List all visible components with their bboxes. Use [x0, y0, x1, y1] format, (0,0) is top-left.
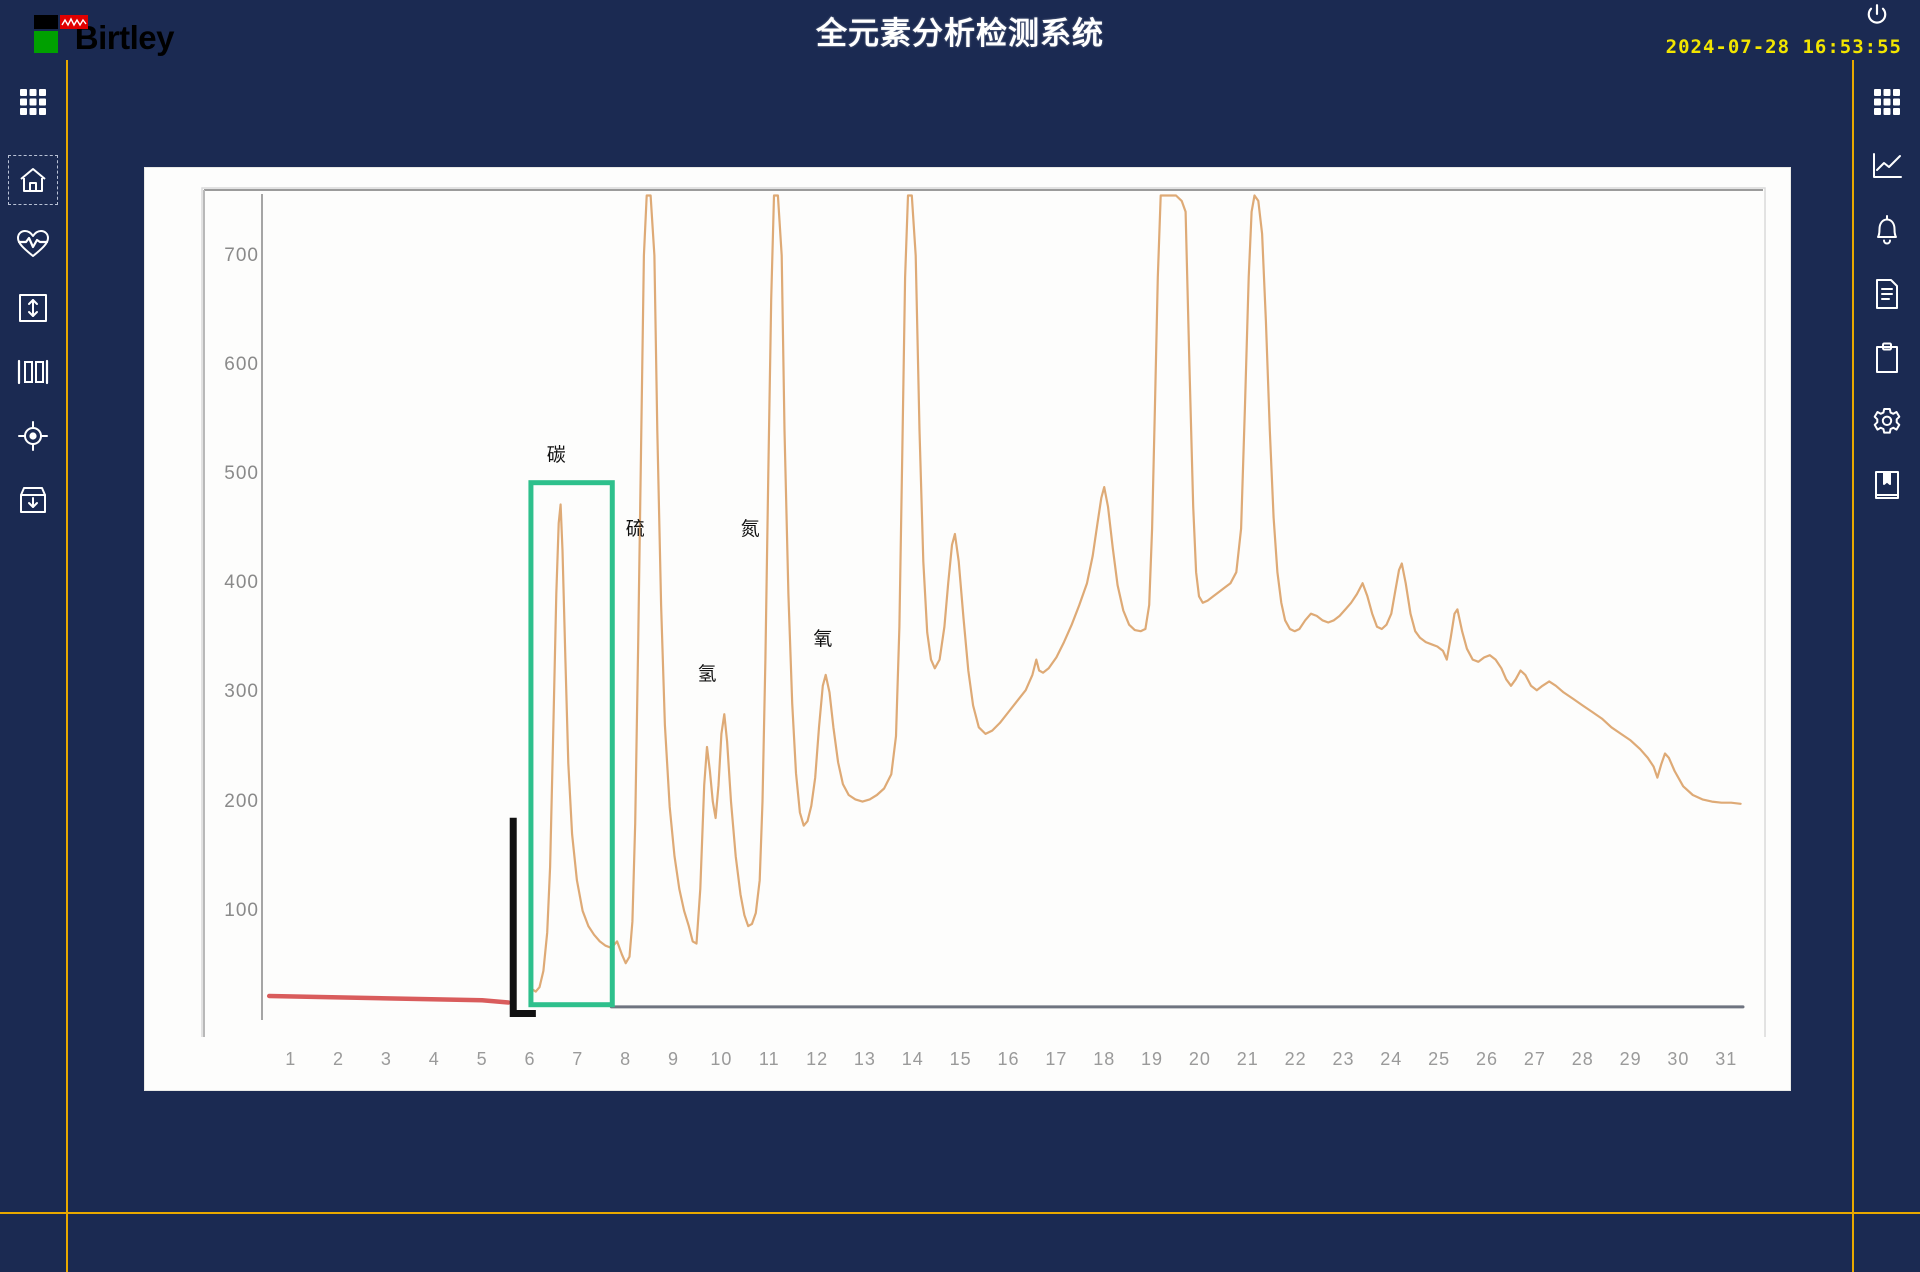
- x-tick-label: 15: [949, 1049, 972, 1069]
- sidebar-item-calibrate[interactable]: [7, 282, 59, 334]
- clipboard-icon: [1874, 342, 1900, 374]
- y-tick-label: 300: [224, 681, 259, 703]
- x-tick-label: 5: [476, 1049, 488, 1069]
- x-tick-label: 19: [1141, 1049, 1164, 1069]
- inbox-download-icon: [18, 485, 48, 515]
- sidebar-item-settings[interactable]: [1861, 396, 1913, 448]
- logo-red-waveform: [60, 15, 88, 29]
- x-axis-labels: 1 2 3 4 5 6 7 8 9 10 11 12 13 14 15 16 17 18 19 20 21 22 23 24 2…: [167, 1037, 1767, 1077]
- x-tick-label: 12: [806, 1049, 829, 1069]
- x-tick-label: 8: [620, 1049, 632, 1069]
- sidebar-item-alarms[interactable]: [1861, 204, 1913, 256]
- sidebar-item-spectrum[interactable]: [7, 346, 59, 398]
- logo-mark-icon: [24, 10, 88, 54]
- x-tick-label: 3: [380, 1049, 392, 1069]
- bell-icon: [1872, 214, 1902, 246]
- spectrum-plot: [201, 187, 1766, 1037]
- bar-columns-icon: [17, 358, 49, 386]
- sidebar-item-tasks[interactable]: [1861, 332, 1913, 384]
- sidebar-item-trend[interactable]: [1861, 140, 1913, 192]
- peak-label-nitrogen: 氮: [740, 518, 760, 541]
- x-tick-label: 10: [710, 1049, 733, 1069]
- x-tick-label: 24: [1380, 1049, 1403, 1069]
- app-header: Birtley 全元素分析检测系统 2024-07-28 16:53:55: [0, 0, 1920, 60]
- y-tick-label: 500: [224, 462, 259, 484]
- gear-icon: [1871, 406, 1903, 438]
- sidebar-item-monitor[interactable]: [7, 218, 59, 270]
- x-tick-label: 4: [428, 1049, 440, 1069]
- logo-green-block: [34, 31, 58, 53]
- x-tick-label: 6: [524, 1049, 536, 1069]
- y-tick-label: 100: [224, 899, 259, 921]
- pulse-heart-icon: [16, 229, 50, 259]
- y-axis-labels: 100 200 300 400 500 600 700: [167, 182, 259, 1077]
- series-spectrum: [531, 194, 1742, 993]
- book-bookmark-icon: [1873, 470, 1901, 502]
- document-icon: [1874, 278, 1900, 310]
- x-tick-label: 18: [1093, 1049, 1116, 1069]
- sidebar-item-archive[interactable]: [7, 474, 59, 526]
- bottom-divider: [0, 1212, 1920, 1214]
- peak-label-oxygen: 氧: [813, 627, 833, 650]
- peak-label-hydrogen: 氢: [697, 662, 717, 685]
- x-tick-label: 2: [333, 1049, 345, 1069]
- x-tick-label: 11: [758, 1049, 780, 1069]
- x-tick-label: 13: [853, 1049, 876, 1069]
- sidebar-item-reports[interactable]: [1861, 268, 1913, 320]
- x-tick-label: 16: [997, 1049, 1020, 1069]
- x-tick-label: 29: [1619, 1049, 1642, 1069]
- range-bracket: [509, 817, 536, 1017]
- x-tick-label: 21: [1236, 1049, 1259, 1069]
- y-tick-label: 700: [224, 244, 259, 266]
- page-title: 全元素分析检测系统: [816, 15, 1104, 52]
- x-tick-label: 28: [1571, 1049, 1594, 1069]
- vertical-arrows-box-icon: [18, 293, 48, 323]
- x-tick-label: 1: [285, 1049, 297, 1069]
- sidebar-item-apps[interactable]: [7, 76, 59, 128]
- sidebar-item-target[interactable]: [7, 410, 59, 462]
- grid-apps-icon: [1872, 87, 1902, 117]
- x-tick-label: 22: [1284, 1049, 1307, 1069]
- y-tick-label: 600: [224, 353, 259, 375]
- x-tick-label: 25: [1428, 1049, 1451, 1069]
- brand-logo: Birtley: [24, 6, 175, 56]
- line-chart-icon: [1871, 152, 1903, 180]
- x-tick-label: 14: [901, 1049, 924, 1069]
- selection-rectangle: [528, 480, 615, 1008]
- sidebar-item-home[interactable]: [7, 154, 59, 206]
- logo-wordmark: Birtley: [74, 19, 175, 56]
- sidebar-item-apps-right[interactable]: [1861, 76, 1913, 128]
- peak-label-carbon: 碳: [546, 444, 566, 467]
- series-baseline-red: [266, 993, 511, 1005]
- x-tick-label: 31: [1715, 1049, 1738, 1069]
- x-tick-label: 7: [572, 1049, 584, 1069]
- left-sidebar: [0, 60, 68, 1272]
- spectrum-chart-panel[interactable]: 100 200 300 400 500 600 700 1 2 3 4 5 6 7 8 9 10 11 12 13 1…: [145, 168, 1790, 1090]
- x-tick-label: 26: [1476, 1049, 1499, 1069]
- peak-label-sulfur: 硫: [625, 518, 645, 541]
- x-tick-label: 17: [1045, 1049, 1068, 1069]
- right-sidebar: [1852, 60, 1920, 1272]
- sidebar-item-manual[interactable]: [1861, 460, 1913, 512]
- y-tick-label: 200: [224, 790, 259, 812]
- plot-area[interactable]: 100 200 300 400 500 600 700 1 2 3 4 5 6 7 8 9 10 11 12 13 1…: [167, 182, 1767, 1077]
- y-tick-label: 400: [224, 572, 259, 594]
- clock-datetime: 2024-07-28 16:53:55: [1665, 36, 1902, 58]
- logo-black-block: [34, 15, 58, 29]
- x-tick-label: 30: [1667, 1049, 1690, 1069]
- crosshair-target-icon: [17, 420, 49, 452]
- x-tick-label: 20: [1188, 1049, 1211, 1069]
- home-icon: [17, 164, 49, 196]
- x-tick-label: 23: [1332, 1049, 1355, 1069]
- power-icon[interactable]: [1864, 2, 1890, 28]
- grid-apps-icon: [18, 87, 48, 117]
- x-tick-label: 27: [1523, 1049, 1546, 1069]
- sidebar-spacer: [33, 128, 34, 142]
- x-tick-label: 9: [668, 1049, 680, 1069]
